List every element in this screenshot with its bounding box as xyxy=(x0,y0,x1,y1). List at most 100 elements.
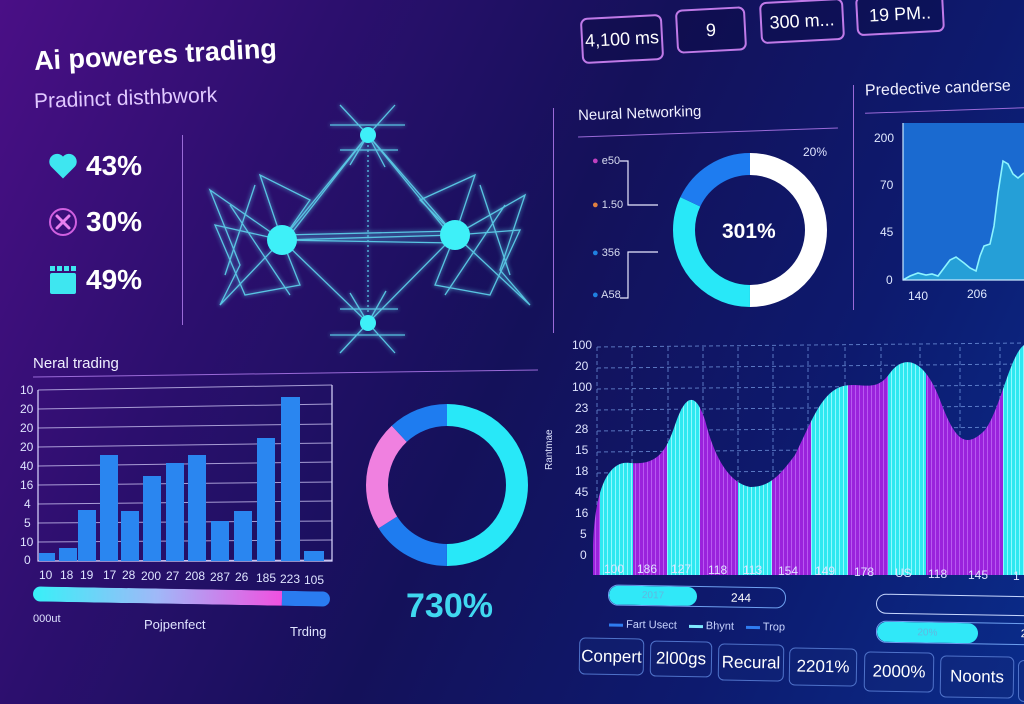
svg-text:19: 19 xyxy=(80,568,94,582)
svg-text:18: 18 xyxy=(60,568,74,582)
range-bar-fill: 20% xyxy=(876,621,978,644)
page-subtitle: Pradinct disthbwork xyxy=(33,83,218,113)
svg-text:45: 45 xyxy=(575,485,589,499)
divider xyxy=(853,85,854,310)
kpi-value: 43% xyxy=(86,150,143,181)
latency-pill[interactable]: 4,100 ms xyxy=(579,13,665,65)
svg-text:100: 100 xyxy=(572,380,592,394)
svg-text:23: 23 xyxy=(575,401,589,415)
page-title: Ai poweres trading xyxy=(33,33,278,76)
noonts-button[interactable]: Noonts xyxy=(939,655,1015,699)
button-label: 2000% xyxy=(872,661,926,682)
divider xyxy=(865,107,1024,114)
svg-text:208: 208 xyxy=(185,569,205,583)
svg-text:186: 186 xyxy=(637,562,657,576)
svg-text:0: 0 xyxy=(886,273,893,287)
svg-text:28: 28 xyxy=(575,422,589,436)
divider xyxy=(182,135,183,325)
divider xyxy=(578,127,838,138)
heart-icon xyxy=(48,151,78,181)
y-axis-label: Rantmae xyxy=(544,429,555,470)
svg-text:118: 118 xyxy=(928,567,947,581)
svg-text:16: 16 xyxy=(20,478,34,492)
progress-mid-label: Pojpenfect xyxy=(144,617,206,632)
conpert-button[interactable]: Conpert xyxy=(578,637,645,676)
svg-text:113: 113 xyxy=(743,563,762,577)
donut-chart-301 xyxy=(673,153,827,307)
2l00gs-button[interactable]: 2l00gs xyxy=(649,640,713,678)
donut-corner-label: 20% xyxy=(803,145,828,159)
section-title: Neral trading xyxy=(33,355,119,372)
button-label: 2201% xyxy=(796,656,850,677)
recural-button[interactable]: Recural xyxy=(717,643,785,682)
predictive-area-chart: 200 70 45 0 140 206 xyxy=(874,123,1024,303)
kpi-item: 43% xyxy=(48,150,142,182)
svg-text:127: 127 xyxy=(671,562,691,576)
svg-text:10: 10 xyxy=(20,383,34,397)
svg-text:20: 20 xyxy=(20,421,34,435)
kpi-item: 49% xyxy=(48,264,142,296)
svg-text:0: 0 xyxy=(24,553,31,567)
neural-network-graph xyxy=(208,104,531,354)
svg-text:20: 20 xyxy=(20,402,34,416)
legend-connectors xyxy=(620,160,658,299)
svg-text:16: 16 xyxy=(575,506,589,520)
button-label: 2l00gs xyxy=(655,648,707,669)
range-bar-value: 244 xyxy=(730,590,752,605)
pill-label: 19 PM.. xyxy=(868,1,932,26)
svg-text:15: 15 xyxy=(575,443,589,457)
svg-text:154: 154 xyxy=(778,564,798,578)
time-pill[interactable]: 19 PM.. xyxy=(855,0,945,37)
progress-left-label: 000ut xyxy=(33,613,61,625)
svg-text:1: 1 xyxy=(1013,569,1020,583)
kpi-value: 49% xyxy=(86,264,143,295)
pill-label: 4,100 ms xyxy=(584,26,660,51)
ring-value: 730% xyxy=(406,587,493,625)
donut-chart-730 xyxy=(366,404,528,566)
legend-item: ● 356 xyxy=(592,247,621,259)
svg-text:4: 4 xyxy=(24,497,31,511)
svg-text:140: 140 xyxy=(908,289,928,303)
svg-text:145: 145 xyxy=(968,568,988,582)
progress-right-label: Trding xyxy=(290,624,327,639)
svg-text:100: 100 xyxy=(572,338,592,352)
x-circle-icon xyxy=(48,207,78,237)
legend-item: ● e50 xyxy=(592,155,621,167)
range-bar-left[interactable]: 2017 244 xyxy=(607,584,787,609)
legend-item: ● 1.50 xyxy=(592,199,624,211)
svg-text:10: 10 xyxy=(39,568,53,582)
svg-text:70: 70 xyxy=(880,178,894,192)
area-legend: Fart Usect Bhynt Trop xyxy=(608,618,785,634)
svg-text:149: 149 xyxy=(815,564,835,578)
svg-text:105: 105 xyxy=(304,573,324,587)
section-title: Predective canderse xyxy=(864,77,1012,100)
button-label: Conpert xyxy=(581,645,642,667)
range-bar-empty[interactable] xyxy=(875,593,1024,617)
svg-text:223: 223 xyxy=(280,572,300,586)
percent-2201-button[interactable]: 2201% xyxy=(788,647,858,687)
svg-text:118: 118 xyxy=(708,563,727,577)
calendar-icon xyxy=(48,265,78,295)
divider xyxy=(553,108,554,333)
count-pill[interactable]: 9 xyxy=(674,6,748,54)
svg-text:18: 18 xyxy=(575,464,589,478)
svg-text:206: 206 xyxy=(967,287,987,301)
svg-text:17: 17 xyxy=(103,568,117,582)
range-bar-right[interactable]: 20% 20 xyxy=(875,620,1024,646)
button-label: Noonts xyxy=(949,666,1005,687)
duration-pill[interactable]: 300 m... xyxy=(758,0,846,45)
legend-item: ● A58 xyxy=(592,289,621,301)
range-bar-fill: 2017 xyxy=(608,585,698,606)
legend-item: Trop xyxy=(745,621,785,634)
svg-text:20: 20 xyxy=(575,359,589,373)
svg-text:100: 100 xyxy=(604,562,624,576)
svg-text:200: 200 xyxy=(141,569,161,583)
pill-label: 9 xyxy=(705,19,717,40)
overflow-button[interactable] xyxy=(1018,660,1024,702)
svg-text:20: 20 xyxy=(20,440,34,454)
percent-2000-button[interactable]: 2000% xyxy=(863,651,935,693)
svg-text:45: 45 xyxy=(880,225,894,239)
svg-text:178: 178 xyxy=(854,565,874,579)
pill-label: 300 m... xyxy=(768,8,835,33)
